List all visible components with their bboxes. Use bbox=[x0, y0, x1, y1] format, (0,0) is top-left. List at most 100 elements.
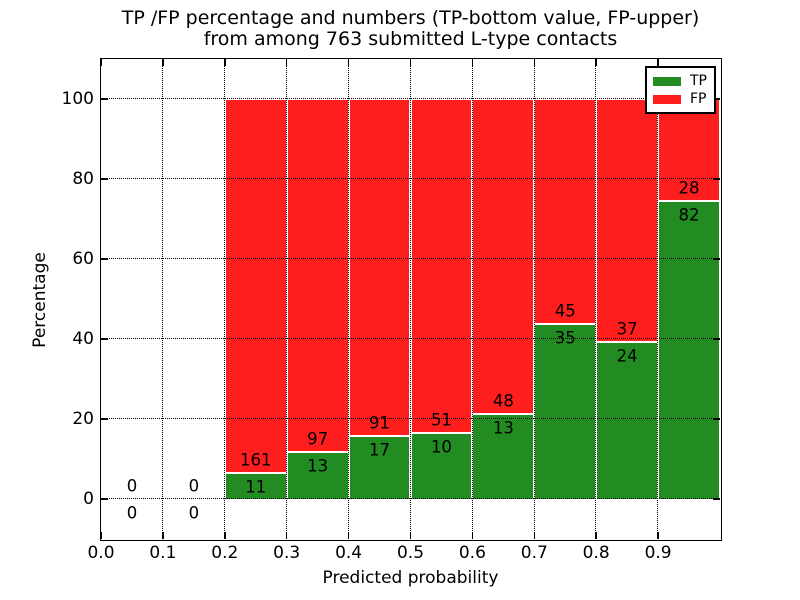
tp-count-label: 24 bbox=[616, 346, 638, 366]
y-tick-mark bbox=[101, 418, 108, 420]
tp-bar-segment bbox=[658, 200, 720, 500]
x-tick-mark bbox=[471, 532, 474, 539]
x-gridline bbox=[224, 59, 226, 539]
y-tick-mark bbox=[713, 338, 720, 340]
x-tick-label: 0.5 bbox=[396, 543, 425, 563]
fp-bar-segment bbox=[658, 99, 720, 201]
tp-swatch-icon bbox=[653, 76, 681, 86]
fp-count-label: 28 bbox=[678, 178, 700, 198]
x-gridline bbox=[409, 59, 411, 539]
legend-row-tp: TP bbox=[653, 74, 708, 88]
fp-bar-segment bbox=[534, 99, 597, 324]
legend: TP FP bbox=[645, 66, 716, 114]
x-tick-mark bbox=[409, 532, 412, 539]
fp-count-label: 37 bbox=[616, 319, 638, 339]
y-tick-mark bbox=[713, 498, 720, 500]
x-tick-mark bbox=[100, 59, 102, 66]
tp-count-label: 13 bbox=[492, 418, 514, 438]
fp-count-label: 0 bbox=[126, 476, 138, 496]
y-tick-mark bbox=[101, 98, 108, 100]
fp-bar-segment bbox=[596, 99, 659, 342]
x-gridline bbox=[471, 59, 473, 539]
x-tick-mark bbox=[285, 532, 288, 539]
fp-bar-segment bbox=[224, 99, 287, 474]
legend-row-fp: FP bbox=[653, 92, 708, 106]
x-gridline bbox=[162, 59, 164, 539]
y-tick-label: 60 bbox=[72, 249, 94, 269]
y-tick-mark bbox=[713, 178, 720, 180]
y-tick-mark bbox=[101, 258, 108, 260]
x-tick-mark bbox=[595, 59, 597, 66]
y-tick-label: 80 bbox=[72, 169, 94, 189]
tp-count-label: 10 bbox=[430, 437, 452, 457]
fp-count-label: 45 bbox=[554, 301, 576, 321]
y-tick-label: 40 bbox=[72, 329, 94, 349]
fp-bar-segment bbox=[410, 99, 473, 434]
x-tick-mark bbox=[471, 59, 474, 66]
x-tick-label: 0.4 bbox=[335, 543, 363, 563]
x-tick-mark bbox=[409, 59, 412, 66]
x-gridline bbox=[657, 59, 659, 539]
legend-label-fp: FP bbox=[690, 91, 707, 107]
y-tick-mark bbox=[101, 498, 108, 500]
tp-count-label: 17 bbox=[369, 440, 391, 460]
x-tick-label: 0.1 bbox=[149, 543, 177, 563]
x-tick-mark bbox=[224, 532, 226, 539]
fp-count-label: 0 bbox=[188, 476, 200, 496]
chart-title-line1: TP /FP percentage and numbers (TP-bottom… bbox=[121, 7, 700, 29]
x-tick-mark bbox=[285, 59, 288, 66]
x-gridline bbox=[347, 59, 349, 539]
chart-title-line2: from among 763 submitted L-type contacts bbox=[203, 28, 618, 50]
x-tick-mark bbox=[657, 59, 659, 66]
tp-bar-segment bbox=[286, 451, 349, 500]
legend-label-tp: TP bbox=[690, 73, 707, 89]
tp-bar-segment bbox=[472, 413, 535, 500]
fp-swatch-icon bbox=[653, 94, 681, 104]
fp-count-label: 97 bbox=[307, 429, 329, 449]
fp-bar-segment bbox=[348, 99, 411, 437]
y-tick-mark bbox=[101, 338, 108, 340]
tp-count-label: 0 bbox=[126, 503, 138, 523]
x-axis-label: Predicted probability bbox=[322, 568, 499, 588]
x-tick-label: 0.6 bbox=[458, 543, 486, 563]
x-tick-mark bbox=[533, 532, 536, 539]
x-tick-label: 0.2 bbox=[211, 543, 239, 563]
y-tick-label: 0 bbox=[83, 489, 94, 509]
tp-count-label: 82 bbox=[678, 205, 700, 225]
y-tick-mark bbox=[713, 98, 720, 100]
x-tick-mark bbox=[347, 59, 350, 66]
x-tick-mark bbox=[595, 532, 597, 539]
x-tick-label: 0.9 bbox=[644, 543, 672, 563]
x-tick-mark bbox=[657, 532, 659, 539]
x-tick-label: 0.0 bbox=[87, 543, 115, 563]
tp-count-label: 13 bbox=[307, 456, 329, 476]
x-tick-label: 0.8 bbox=[582, 543, 610, 563]
x-tick-mark bbox=[162, 59, 164, 66]
x-gridline bbox=[533, 59, 535, 539]
y-tick-label: 20 bbox=[72, 409, 94, 429]
fp-count-label: 51 bbox=[430, 410, 452, 430]
x-tick-mark bbox=[162, 532, 164, 539]
fp-count-label: 48 bbox=[492, 391, 514, 411]
tp-bar-segment bbox=[534, 324, 597, 500]
x-tick-mark bbox=[533, 59, 536, 66]
x-tick-mark bbox=[347, 532, 350, 539]
fp-count-label: 91 bbox=[369, 413, 391, 433]
tp-bar-segment bbox=[224, 473, 287, 500]
fp-count-label: 161 bbox=[240, 450, 272, 470]
y-tick-mark bbox=[713, 418, 720, 420]
x-tick-mark bbox=[100, 532, 102, 539]
y-tick-mark bbox=[713, 258, 720, 260]
x-tick-mark bbox=[224, 59, 226, 66]
x-tick-label: 0.3 bbox=[273, 543, 301, 563]
fp-bar-segment bbox=[472, 99, 535, 414]
x-gridline bbox=[285, 59, 287, 539]
x-gridline bbox=[595, 59, 597, 539]
tp-count-label: 35 bbox=[554, 328, 576, 348]
x-tick-label: 0.7 bbox=[520, 543, 548, 563]
tp-count-label: 0 bbox=[188, 503, 200, 523]
tp-bar-segment bbox=[410, 433, 473, 500]
tp-bar-segment bbox=[596, 341, 659, 500]
fp-bar-segment bbox=[286, 99, 349, 452]
y-tick-mark bbox=[101, 178, 108, 180]
